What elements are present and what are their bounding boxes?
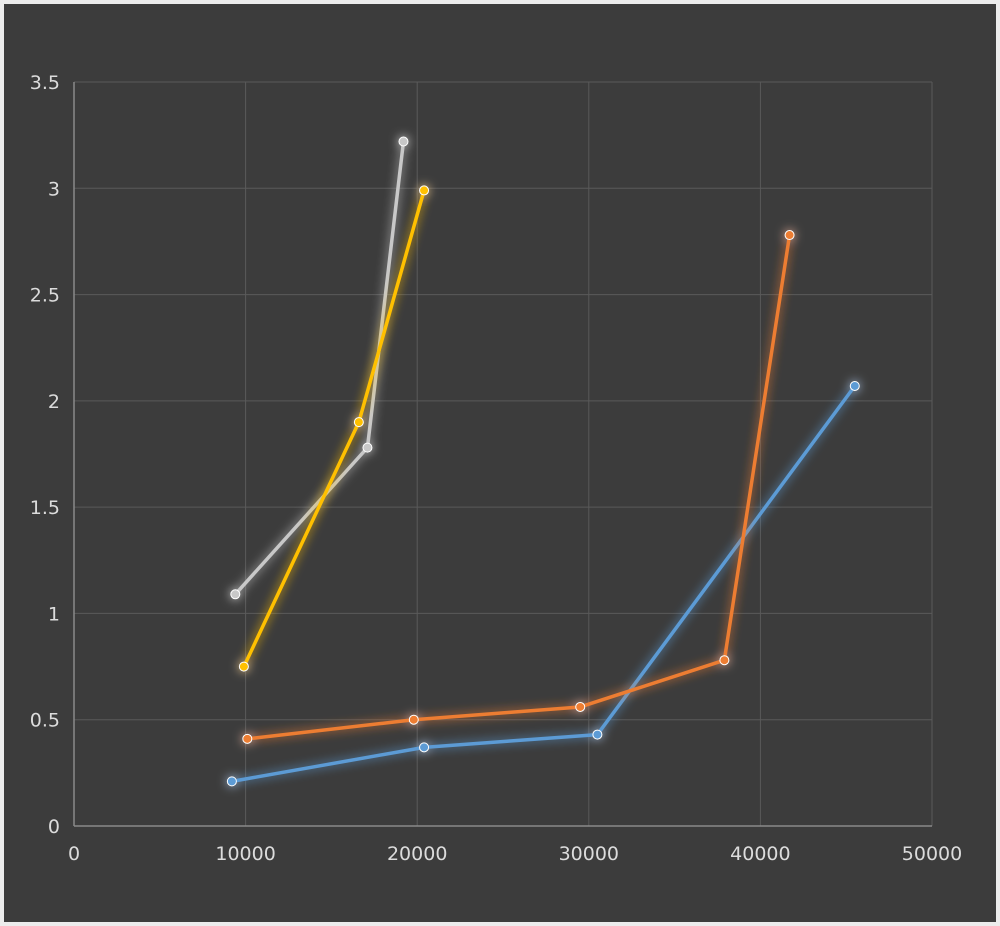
series-line xyxy=(233,139,406,597)
data-point xyxy=(784,230,795,241)
x-tick-label: 40000 xyxy=(730,843,790,865)
data-point xyxy=(242,733,253,744)
data-point xyxy=(353,417,364,428)
grid xyxy=(73,81,933,827)
series-line xyxy=(242,188,426,669)
x-tick-label: 0 xyxy=(68,843,80,865)
data-point xyxy=(408,714,419,725)
y-tick-label: 3 xyxy=(48,178,60,200)
data-point xyxy=(419,185,430,196)
data-point xyxy=(398,136,409,147)
series-1 xyxy=(226,380,860,787)
y-tick-label: 3.5 xyxy=(30,72,60,94)
series-3 xyxy=(230,136,409,600)
axes: 0 0.5 1 1.5 2 2.5 3 3.5 0 10000 20000 30000 40000 500… xyxy=(30,72,962,865)
y-tick-label: 2.5 xyxy=(30,285,60,307)
x-tick-label: 20000 xyxy=(387,843,447,865)
y-tick-label: 0.5 xyxy=(30,710,60,732)
series-line xyxy=(230,384,857,784)
series-2 xyxy=(242,230,795,744)
x-tick-label: 50000 xyxy=(902,843,962,865)
data-point xyxy=(226,776,237,787)
series-group xyxy=(226,136,860,787)
data-point xyxy=(238,661,249,672)
line-chart: 0 0.5 1 1.5 2 2.5 3 3.5 0 10000 20000 30000 40000 500… xyxy=(30,72,962,865)
data-point xyxy=(719,655,730,666)
data-point xyxy=(849,380,860,391)
y-tick-label: 1.5 xyxy=(30,497,60,519)
data-point xyxy=(575,701,586,712)
data-point xyxy=(230,589,241,600)
data-point xyxy=(362,442,373,453)
chart-frame: 0 0.5 1 1.5 2 2.5 3 3.5 0 10000 20000 30000 40000 500… xyxy=(4,4,996,922)
series-4 xyxy=(238,185,430,672)
y-tick-label: 1 xyxy=(48,603,60,625)
y-tick-label: 0 xyxy=(48,816,60,838)
y-tick-label: 2 xyxy=(48,391,60,413)
data-point xyxy=(419,742,430,753)
x-tick-label: 30000 xyxy=(559,843,619,865)
x-tick-label: 10000 xyxy=(215,843,275,865)
data-point xyxy=(592,729,603,740)
